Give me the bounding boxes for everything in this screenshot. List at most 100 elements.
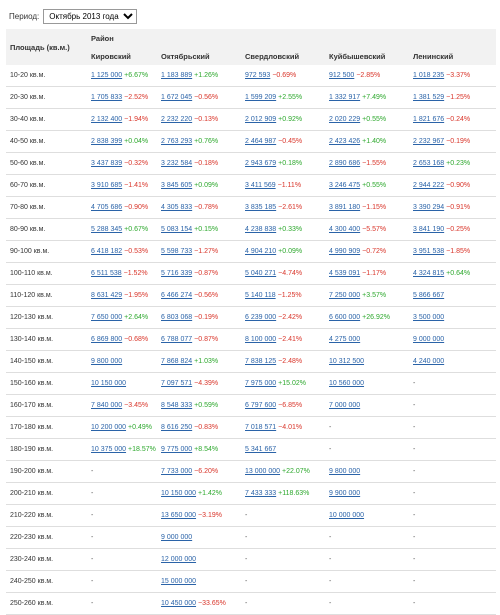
price-link[interactable]: 7 250 000 [329,292,361,299]
price-link[interactable]: 6 239 000 [245,314,277,321]
price-link[interactable]: 9 800 000 [91,358,123,365]
price-link[interactable]: 2 232 220 [161,116,193,123]
price-link[interactable]: 5 716 339 [161,270,193,277]
price-link[interactable]: 8 631 429 [91,292,123,299]
price-link[interactable]: 7 433 333 [245,490,277,497]
price-link[interactable]: 4 300 400 [329,226,361,233]
price-link[interactable]: 4 539 091 [329,270,361,277]
price-link[interactable]: 9 000 000 [413,336,445,343]
price-link[interactable]: 7 018 571 [245,424,277,431]
price-link[interactable]: 5 866 667 [413,292,445,299]
price-link[interactable]: 10 150 000 [161,490,197,497]
price-link[interactable]: 6 788 077 [161,336,193,343]
price-link[interactable]: 3 910 685 [91,182,123,189]
price-link[interactable]: 6 869 800 [91,336,123,343]
price-link[interactable]: 4 305 833 [161,204,193,211]
price-link[interactable]: 2 464 987 [245,138,277,145]
price-link[interactable]: 2 653 168 [413,160,445,167]
price-link[interactable]: 7 000 000 [329,402,361,409]
price-link[interactable]: 2 232 967 [413,138,445,145]
price-link[interactable]: 2 012 909 [245,116,277,123]
price-link[interactable]: 4 990 909 [329,248,361,255]
price-link[interactable]: 9 900 000 [329,490,361,497]
price-link[interactable]: 7 650 000 [91,314,123,321]
price-link[interactable]: 2 943 679 [245,160,277,167]
price-link[interactable]: 7 975 000 [245,380,277,387]
price-link[interactable]: 1 821 676 [413,116,445,123]
price-link[interactable]: 1 332 917 [329,94,361,101]
price-link[interactable]: 1 705 833 [91,94,123,101]
price-link[interactable]: 13 000 000 [245,468,281,475]
price-link[interactable]: 2 838 399 [91,138,123,145]
price-link[interactable]: 5 341 667 [245,446,277,453]
price-link[interactable]: 1 125 000 [91,72,123,79]
price-link[interactable]: 6 466 274 [161,292,193,299]
price-link[interactable]: 3 500 000 [413,314,445,321]
period-select[interactable]: Октябрь 2013 года [43,8,138,24]
price-link[interactable]: 1 183 889 [161,72,193,79]
price-link[interactable]: 4 705 686 [91,204,123,211]
price-link[interactable]: 10 450 000 [161,600,197,607]
price-link[interactable]: 3 246 475 [329,182,361,189]
price-link[interactable]: 2 020 229 [329,116,361,123]
price-link[interactable]: 7 097 571 [161,380,193,387]
price-link[interactable]: 1 599 209 [245,94,277,101]
price-link[interactable]: 10 150 000 [91,380,127,387]
price-link[interactable]: 2 890 686 [329,160,361,167]
price-link[interactable]: 9 775 000 [161,446,193,453]
price-link[interactable]: 972 593 [245,72,271,79]
price-link[interactable]: 4 324 815 [413,270,445,277]
price-link[interactable]: 9 800 000 [329,468,361,475]
price-link[interactable]: 1 672 045 [161,94,193,101]
price-link[interactable]: 6 418 182 [91,248,123,255]
price-link[interactable]: 3 232 584 [161,160,193,167]
price-link[interactable]: 7 868 824 [161,358,193,365]
price-link[interactable]: 3 390 294 [413,204,445,211]
price-link[interactable]: 13 650 000 [161,512,197,519]
price-link[interactable]: 7 838 125 [245,358,277,365]
price-link[interactable]: 7 733 000 [161,468,193,475]
price-link[interactable]: 10 000 000 [329,512,365,519]
price-link[interactable]: 4 275 000 [329,336,361,343]
price-link[interactable]: 3 835 185 [245,204,277,211]
price-link[interactable]: 15 000 000 [161,578,197,585]
price-link[interactable]: 5 083 154 [161,226,193,233]
price-link[interactable]: 5 598 733 [161,248,193,255]
price-link[interactable]: 3 841 190 [413,226,445,233]
price-link[interactable]: 1 381 529 [413,94,445,101]
price-link[interactable]: 9 000 000 [161,534,193,541]
price-link[interactable]: 5 288 345 [91,226,123,233]
price-link[interactable]: 6 797 600 [245,402,277,409]
price-link[interactable]: 6 803 068 [161,314,193,321]
price-link[interactable]: 6 511 538 [91,270,122,277]
price-link[interactable]: 8 548 333 [161,402,193,409]
price-link[interactable]: 3 437 839 [91,160,123,167]
price-link[interactable]: 3 951 538 [413,248,445,255]
price-link[interactable]: 10 560 000 [329,380,365,387]
price-link[interactable]: 10 312 500 [329,358,365,365]
price-link[interactable]: 3 845 605 [161,182,193,189]
price-link[interactable]: 8 100 000 [245,336,277,343]
price-link[interactable]: 3 411 569 [245,182,276,189]
price-link[interactable]: 1 018 235 [413,72,445,79]
price-link[interactable]: 2 944 222 [413,182,445,189]
price-link[interactable]: 2 423 426 [329,138,361,145]
price-link[interactable]: 7 840 000 [91,402,123,409]
price-link[interactable]: 2 763 293 [161,138,193,145]
price-link[interactable]: 8 616 250 [161,424,193,431]
price-cell: - [409,438,496,461]
area-range-cell: 20-30 кв.м. [6,86,87,109]
price-link[interactable]: 3 891 180 [329,204,361,211]
price-link[interactable]: 912 500 [329,72,355,79]
price-link[interactable]: 10 375 000 [91,446,127,453]
price-link[interactable]: 6 600 000 [329,314,361,321]
price-link[interactable]: 4 240 000 [413,358,445,365]
price-link[interactable]: 10 200 000 [91,424,127,431]
price-link[interactable]: 4 904 210 [245,248,277,255]
price-link[interactable]: 2 132 400 [91,116,123,123]
price-link[interactable]: 12 000 000 [161,556,197,563]
price-link[interactable]: 4 238 838 [245,226,277,233]
price-link[interactable]: 5 140 118 [245,292,276,299]
price-link[interactable]: 5 040 271 [245,270,277,277]
price-change: −0.13% [194,116,219,123]
